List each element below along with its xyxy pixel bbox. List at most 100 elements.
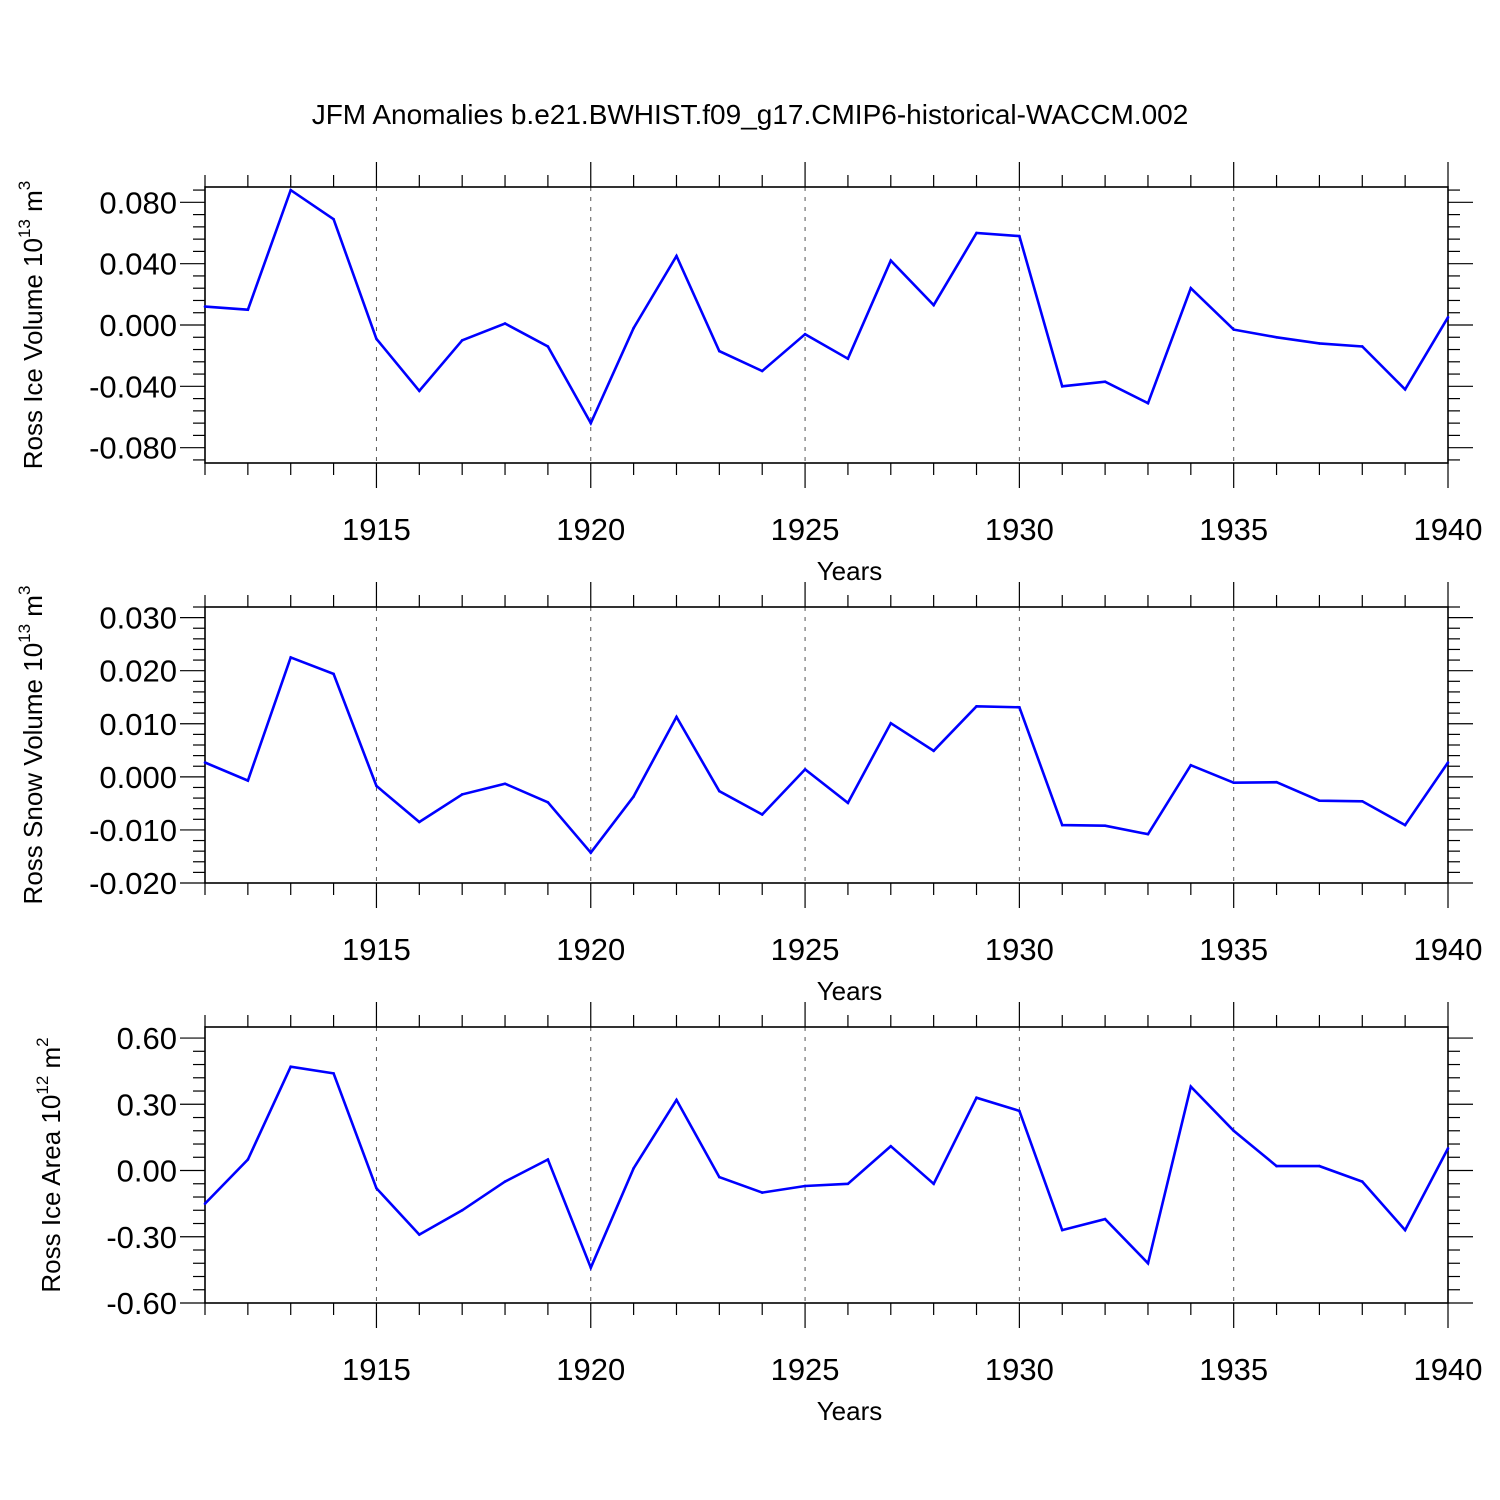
data-point (718, 789, 721, 793)
data-point (1060, 385, 1064, 388)
data-point (803, 1184, 807, 1188)
y-axis-label-base: Ross Ice Volume 10 (18, 238, 48, 469)
data-point (332, 672, 335, 676)
data-point (1103, 1217, 1107, 1221)
data-point (1403, 388, 1407, 391)
data-point (760, 813, 764, 816)
figure-title: JFM Anomalies b.e21.BWHIST.f09_g17.CMIP6… (312, 99, 1189, 130)
y-axis-label-unit: m (18, 190, 48, 219)
data-point (1018, 234, 1021, 238)
x-axis-label: Years (817, 1396, 883, 1426)
data-point (1318, 799, 1321, 803)
y-tick-label: 0.020 (99, 654, 177, 689)
data-point (760, 1191, 764, 1194)
data-point (1360, 1180, 1364, 1183)
data-point (246, 308, 250, 311)
x-tick-label: 1920 (556, 932, 625, 967)
data-point (1446, 1147, 1450, 1150)
x-tick-label: 1930 (985, 932, 1054, 967)
x-tick-label: 1925 (771, 932, 840, 967)
x-tick-label: 1920 (556, 1352, 625, 1387)
data-point (418, 389, 421, 393)
data-point (1232, 328, 1235, 331)
data-point (246, 1158, 250, 1161)
data-point (675, 1098, 678, 1102)
data-point (1189, 1085, 1193, 1088)
data-point (760, 369, 764, 373)
data-point (632, 1167, 635, 1170)
data-point (1446, 316, 1450, 319)
x-tick-label: 1940 (1414, 932, 1483, 967)
data-point (503, 782, 507, 786)
chart-panel-3: -0.60 -0.30 0.00 0.30 0.60 1915 1920 1925 1930 19… (33, 1002, 1482, 1426)
x-tick-label: 1935 (1199, 512, 1268, 547)
data-point (289, 188, 293, 192)
x-tick-label: 1915 (342, 1352, 411, 1387)
x-tick-label: 1935 (1199, 932, 1268, 967)
data-point (246, 779, 250, 782)
data-point (803, 332, 807, 336)
data-point (1060, 1228, 1064, 1232)
y-axis-label: Ross Ice Area 1012 m2 (33, 1037, 66, 1292)
data-point (889, 721, 893, 725)
data-point (546, 801, 550, 804)
data-point (846, 1182, 850, 1186)
data-point (1403, 823, 1407, 827)
data-point (632, 795, 635, 798)
data-point (418, 1233, 421, 1236)
x-tick-label: 1925 (771, 512, 840, 547)
data-point (975, 704, 978, 708)
x-tick-label: 1940 (1414, 1352, 1483, 1387)
data-point (546, 1158, 550, 1161)
y-tick-label: -0.020 (89, 866, 177, 901)
data-point (1275, 780, 1278, 784)
data-point (1018, 706, 1021, 709)
data-point (932, 749, 935, 753)
y-axis-label-unit: m (18, 595, 48, 624)
y-axis-label-unit-exponent: 3 (15, 181, 34, 190)
data-point (1318, 1164, 1321, 1168)
data-point (589, 1266, 593, 1269)
data-point (460, 793, 464, 796)
data-point (1146, 401, 1150, 405)
data-point (203, 761, 207, 764)
y-tick-label: -0.010 (89, 813, 177, 848)
data-point (718, 349, 721, 353)
plot-frame (204, 606, 1449, 884)
series-line (204, 188, 1450, 426)
data-point (546, 345, 550, 348)
data-point (846, 357, 850, 361)
data-point (803, 768, 807, 771)
data-point (632, 326, 635, 330)
data-point (460, 339, 464, 342)
data-point (332, 217, 335, 221)
y-tick-label: 0.30 (117, 1087, 177, 1122)
y-axis-label-unit: m (36, 1047, 66, 1076)
data-point (332, 1072, 335, 1075)
x-tick-label: 1920 (556, 512, 625, 547)
x-tick-label: 1915 (342, 512, 411, 547)
data-point (1018, 1109, 1021, 1113)
y-tick-label: 0.000 (99, 760, 177, 795)
x-tick-label: 1925 (771, 1352, 840, 1387)
y-tick-label: 0.030 (99, 601, 177, 636)
x-tick-label: 1930 (985, 1352, 1054, 1387)
y-axis-label-unit-exponent: 3 (15, 586, 34, 595)
plot-frame (204, 186, 1449, 464)
x-axis-label: Years (817, 556, 883, 586)
data-point (846, 801, 850, 805)
x-tick-label: 1930 (985, 512, 1054, 547)
y-tick-label: 0.080 (99, 185, 177, 220)
data-point (1446, 761, 1450, 764)
y-axis-label-exponent: 13 (15, 624, 34, 643)
y-axis-label-base: Ross Snow Volume 10 (18, 643, 48, 905)
data-point (1146, 1261, 1150, 1265)
data-point (1275, 1164, 1278, 1168)
series-line (204, 1065, 1450, 1272)
y-axis-label: Ross Snow Volume 1013 m3 (15, 586, 48, 905)
data-point (203, 305, 207, 308)
chart-panel-1: -0.080 -0.040 0.000 0.040 0.080 1915 1920 1925 1… (15, 162, 1482, 586)
data-point (718, 1175, 721, 1179)
x-tick-label: 1940 (1414, 512, 1483, 547)
data-point (460, 1208, 464, 1212)
